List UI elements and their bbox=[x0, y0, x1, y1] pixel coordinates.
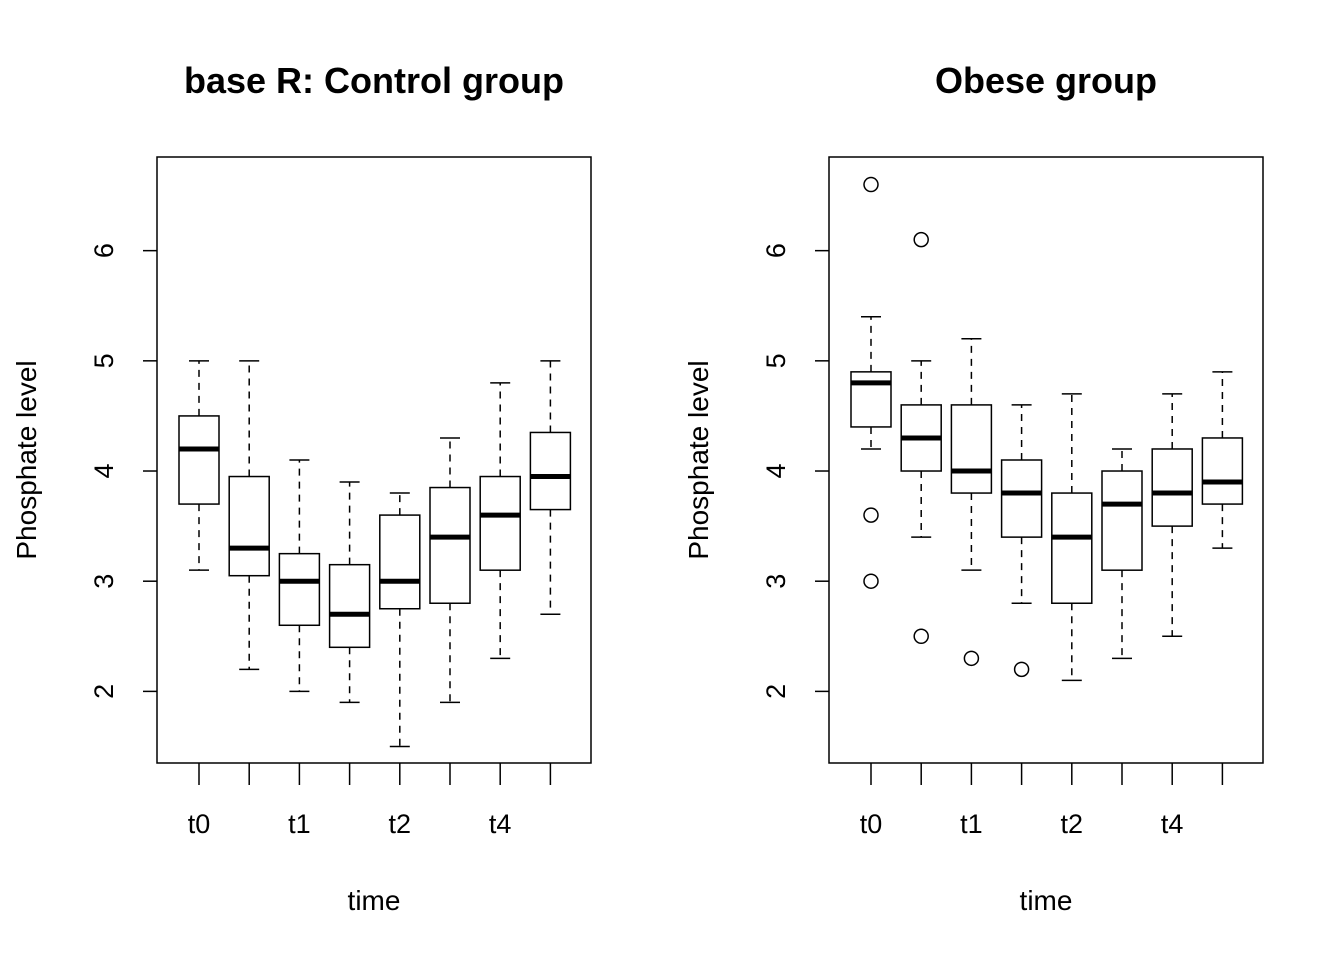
box-iqr bbox=[1000, 459, 1043, 538]
y-tick-label: 6 bbox=[89, 243, 119, 258]
box-3 bbox=[950, 338, 993, 667]
y-tick-label: 3 bbox=[89, 574, 119, 589]
y-axis-label: Phosphate level bbox=[683, 360, 714, 559]
box-iqr bbox=[1051, 492, 1093, 604]
y-tick-label: 5 bbox=[89, 353, 119, 368]
box-iqr bbox=[379, 514, 421, 610]
y-tick-label: 5 bbox=[761, 353, 791, 368]
box-iqr bbox=[1101, 470, 1143, 571]
box-iqr bbox=[429, 486, 471, 604]
box-iqr bbox=[529, 431, 572, 511]
y-tick-label: 4 bbox=[89, 464, 119, 479]
x-tick-label: t2 bbox=[389, 809, 412, 839]
box-8 bbox=[529, 360, 572, 616]
box-2 bbox=[228, 360, 270, 671]
x-axis-label: time bbox=[1020, 885, 1073, 916]
y-tick-label: 3 bbox=[761, 574, 791, 589]
box-iqr bbox=[278, 552, 321, 627]
box-iqr bbox=[479, 475, 521, 571]
box-4 bbox=[328, 481, 371, 704]
chart-title: base R: Control group bbox=[184, 60, 564, 101]
plot-frame bbox=[828, 156, 1264, 764]
outlier-point bbox=[963, 650, 980, 667]
box-8 bbox=[1201, 371, 1244, 549]
box-3 bbox=[278, 459, 321, 693]
outlier-point bbox=[863, 507, 879, 523]
box-iqr bbox=[328, 563, 371, 649]
box-1 bbox=[178, 360, 220, 571]
x-tick-label: t0 bbox=[188, 809, 211, 839]
box-5 bbox=[1051, 393, 1093, 682]
box-iqr bbox=[1151, 448, 1193, 527]
y-axis-label: Phosphate level bbox=[11, 360, 42, 559]
x-tick-label: t2 bbox=[1061, 809, 1084, 839]
y-tick-label: 2 bbox=[761, 684, 791, 699]
y-tick-label: 6 bbox=[761, 243, 791, 258]
box-1 bbox=[850, 176, 892, 589]
outlier-point bbox=[913, 628, 929, 645]
x-axis-label: time bbox=[348, 885, 401, 916]
box-iqr bbox=[850, 371, 892, 428]
x-tick-label: t4 bbox=[489, 809, 512, 839]
box-iqr bbox=[950, 404, 993, 494]
box-iqr bbox=[1201, 437, 1244, 505]
outlier-point bbox=[863, 176, 879, 193]
box-iqr bbox=[228, 475, 270, 577]
box-2 bbox=[900, 231, 942, 645]
x-tick-label: t4 bbox=[1161, 809, 1184, 839]
y-tick-label: 4 bbox=[761, 464, 791, 479]
y-tick-label: 2 bbox=[89, 684, 119, 699]
box-4 bbox=[1000, 404, 1043, 678]
chart-panel-1: base R: Control group 2 3 4 5 6 t0 t1 t2 t4 time Ph… bbox=[11, 60, 592, 916]
box-7 bbox=[479, 382, 521, 660]
outlier-point bbox=[1013, 661, 1030, 678]
box-7 bbox=[1151, 393, 1193, 638]
x-tick-label: t1 bbox=[960, 809, 983, 839]
plot-frame bbox=[156, 156, 592, 764]
box-6 bbox=[429, 437, 471, 704]
x-tick-label: t0 bbox=[860, 809, 883, 839]
chart-title: Obese group bbox=[935, 60, 1157, 101]
chart-panel-2: Obese group 2 3 4 5 6 t0 t1 t2 t4 time Phosphate le… bbox=[683, 60, 1264, 916]
x-tick-label: t1 bbox=[288, 809, 311, 839]
box-iqr bbox=[178, 415, 220, 505]
box-6 bbox=[1101, 448, 1143, 660]
box-5 bbox=[379, 492, 421, 748]
outlier-point bbox=[913, 231, 929, 248]
outlier-point bbox=[863, 573, 879, 589]
